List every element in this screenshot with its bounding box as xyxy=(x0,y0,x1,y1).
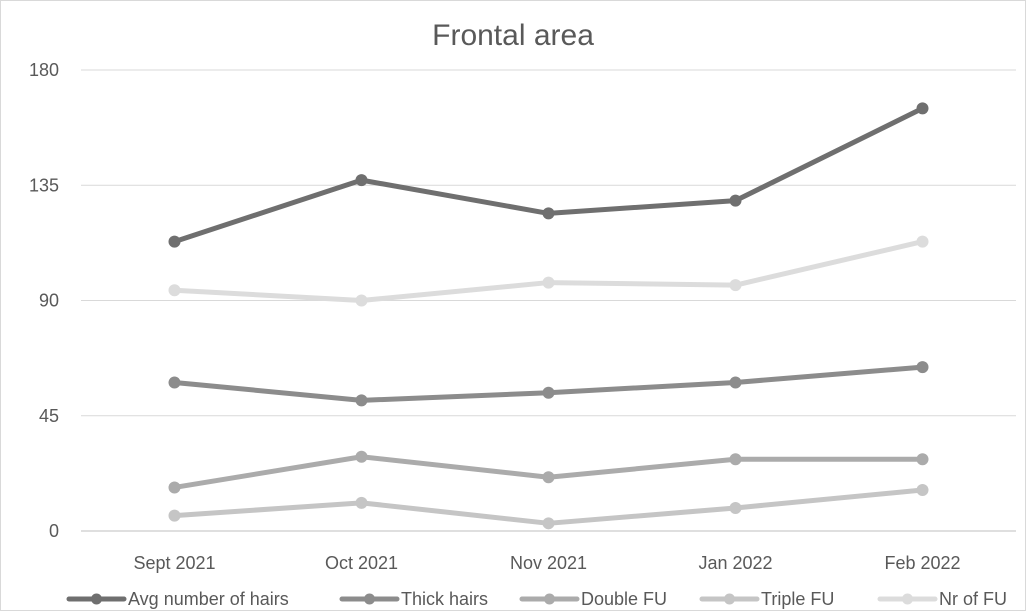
legend-item: Avg number of hairs xyxy=(66,589,289,609)
data-point xyxy=(916,235,929,248)
series-double-fu xyxy=(168,450,929,494)
data-point xyxy=(916,102,929,115)
data-point xyxy=(168,235,181,248)
data-point xyxy=(916,453,929,466)
x-tick-label: Nov 2021 xyxy=(510,553,587,573)
legend-swatch-marker xyxy=(724,593,735,605)
data-point xyxy=(542,207,555,220)
data-point xyxy=(542,471,555,484)
series-avg-number-of-hairs xyxy=(168,102,929,248)
data-point xyxy=(168,376,181,389)
data-point xyxy=(729,279,742,292)
data-point xyxy=(355,174,368,187)
legend-label: Double FU xyxy=(581,589,667,609)
series-thick-hairs xyxy=(168,361,929,407)
legend-label: Triple FU xyxy=(761,589,834,609)
x-tick-label: Oct 2021 xyxy=(325,553,398,573)
series-group xyxy=(168,102,929,530)
legend-label: Thick hairs xyxy=(401,589,488,609)
data-point xyxy=(916,361,929,374)
legend-item: Double FU xyxy=(519,589,667,609)
data-point xyxy=(168,481,181,494)
data-point xyxy=(729,453,742,466)
data-point xyxy=(355,450,368,463)
data-point xyxy=(355,294,368,307)
data-point xyxy=(729,501,742,514)
y-tick-label: 45 xyxy=(39,406,59,426)
data-point xyxy=(729,194,742,207)
data-point xyxy=(168,284,181,297)
x-tick-label: Sept 2021 xyxy=(133,553,215,573)
data-point xyxy=(542,386,555,399)
y-axis: 0 45 90 135 180 xyxy=(29,60,59,541)
legend-swatch-marker xyxy=(544,593,555,605)
legend-item: Thick hairs xyxy=(339,589,488,609)
y-tick-label: 135 xyxy=(29,175,59,195)
x-axis: Sept 2021 Oct 2021 Nov 2021 Jan 2022 Feb 202… xyxy=(133,553,960,573)
legend-swatch-marker xyxy=(91,593,102,605)
gridlines xyxy=(81,69,1016,532)
series-line xyxy=(172,239,925,303)
data-point xyxy=(355,496,368,509)
legend-swatch-marker xyxy=(902,593,913,605)
legend-swatch-marker xyxy=(364,593,375,605)
legend-item: Triple FU xyxy=(699,589,834,609)
data-point xyxy=(916,484,929,497)
chart-title: Frontal area xyxy=(432,19,594,52)
legend-label: Nr of FU xyxy=(939,589,1007,609)
x-tick-label: Jan 2022 xyxy=(698,553,772,573)
y-tick-label: 180 xyxy=(29,60,59,80)
series-triple-fu xyxy=(168,484,929,530)
legend: Avg number of hairs Thick hairs Double FU T… xyxy=(66,589,1007,609)
series-line xyxy=(172,105,925,245)
legend-item: Nr of FU xyxy=(877,589,1007,609)
series-nr-of-fu xyxy=(168,235,929,307)
x-tick-label: Feb 2022 xyxy=(884,553,960,573)
data-point xyxy=(542,517,555,530)
data-point xyxy=(729,376,742,389)
y-tick-label: 0 xyxy=(49,521,59,541)
data-point xyxy=(355,394,368,407)
y-tick-label: 90 xyxy=(39,291,59,311)
data-point xyxy=(168,509,181,522)
data-point xyxy=(542,276,555,289)
legend-label: Avg number of hairs xyxy=(128,589,289,609)
